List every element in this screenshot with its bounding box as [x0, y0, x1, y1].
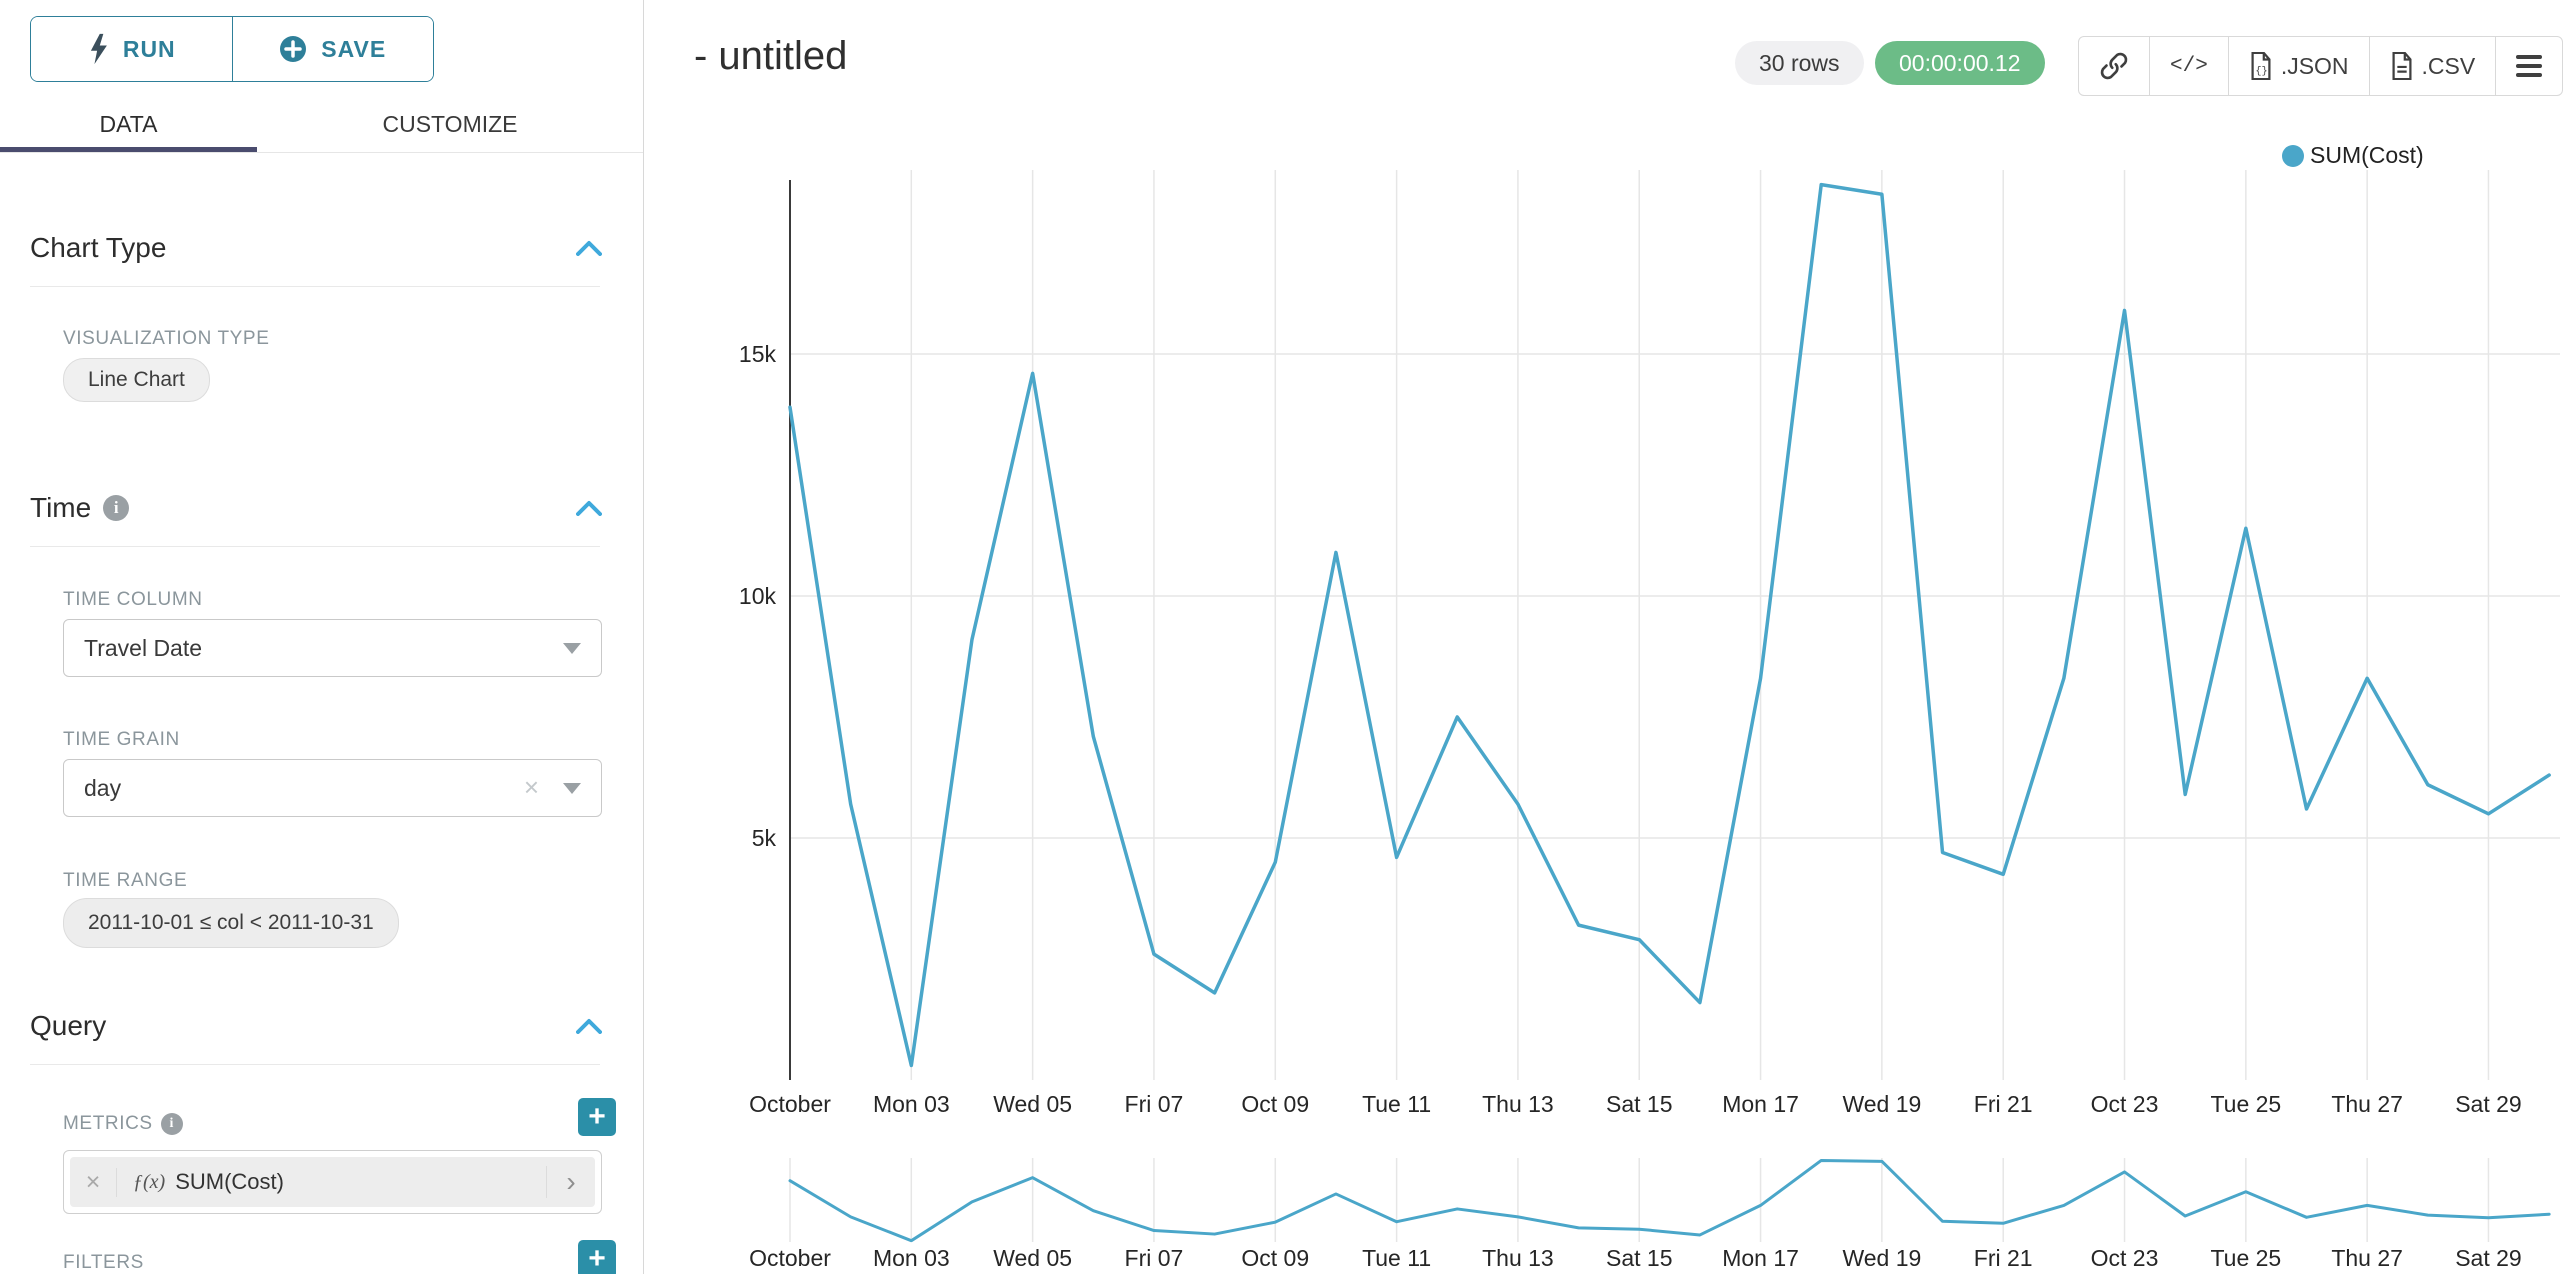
row-count-badge: 30 rows — [1735, 41, 1864, 85]
query-timer-badge: 00:00:00.12 — [1875, 41, 2045, 85]
svg-text:Wed 19: Wed 19 — [1842, 1091, 1921, 1117]
panel-tabs: DATA CUSTOMIZE — [0, 96, 643, 153]
section-divider — [30, 1064, 600, 1065]
svg-text:Fri 07: Fri 07 — [1125, 1245, 1184, 1271]
share-link-button[interactable] — [2079, 37, 2149, 95]
metric-item[interactable]: × ƒ(x) SUM(Cost) › — [70, 1157, 595, 1207]
metric-field: × ƒ(x) SUM(Cost) › — [63, 1150, 602, 1214]
viz-type-value-pill[interactable]: Line Chart — [63, 358, 210, 402]
add-filter-button[interactable]: + — [578, 1240, 616, 1274]
control-panel-sidebar: RUN SAVE DATA CUSTOMIZE Chart Type VISUA… — [0, 0, 644, 1274]
svg-text:October: October — [749, 1091, 831, 1117]
svg-text:Sat 15: Sat 15 — [1606, 1091, 1673, 1117]
chart-legend[interactable]: SUM(Cost) — [2282, 142, 2424, 169]
section-divider — [30, 546, 600, 547]
info-icon: i — [160, 1113, 183, 1135]
export-json-button[interactable]: {} .JSON — [2227, 37, 2369, 95]
tab-data[interactable]: DATA — [99, 110, 158, 137]
svg-text:Tue 25: Tue 25 — [2210, 1245, 2281, 1271]
svg-text:Oct 09: Oct 09 — [1241, 1091, 1309, 1117]
view-query-button[interactable]: </> — [2149, 37, 2228, 95]
svg-text:Fri 21: Fri 21 — [1974, 1091, 2033, 1117]
svg-text:Mon 03: Mon 03 — [873, 1245, 950, 1271]
svg-text:Tue 25: Tue 25 — [2210, 1091, 2281, 1117]
time-grain-select[interactable]: day × — [63, 759, 602, 817]
svg-text:Oct 23: Oct 23 — [2091, 1245, 2159, 1271]
svg-text:October: October — [749, 1245, 831, 1271]
svg-text:Fri 21: Fri 21 — [1974, 1245, 2033, 1271]
run-save-button-group: RUN SAVE — [30, 16, 434, 82]
function-icon: ƒ(x) — [133, 1170, 166, 1193]
svg-text:Sat 29: Sat 29 — [2455, 1245, 2522, 1271]
save-button-label: SAVE — [321, 35, 387, 62]
svg-text:Wed 05: Wed 05 — [993, 1091, 1072, 1117]
add-metric-button[interactable]: + — [578, 1098, 616, 1136]
time-column-label: TIME COLUMN — [63, 589, 203, 610]
chevron-right-icon[interactable]: › — [546, 1166, 595, 1198]
hamburger-icon — [2516, 55, 2543, 77]
save-button[interactable]: SAVE — [231, 17, 433, 81]
tab-customize[interactable]: CUSTOMIZE — [382, 110, 518, 137]
chevron-up-icon[interactable] — [576, 1018, 602, 1034]
chevron-up-icon[interactable] — [576, 240, 602, 256]
svg-text:{}: {} — [2255, 65, 2267, 77]
svg-text:Mon 03: Mon 03 — [873, 1091, 950, 1117]
svg-text:Wed 05: Wed 05 — [993, 1245, 1072, 1271]
svg-text:Sat 29: Sat 29 — [2455, 1091, 2522, 1117]
run-button[interactable]: RUN — [31, 17, 232, 81]
file-json-icon: {} — [2251, 52, 2271, 80]
time-range-label: TIME RANGE — [63, 870, 188, 891]
time-range-value-pill[interactable]: 2011-10-01 ≤ col < 2011-10-31 — [63, 898, 399, 948]
svg-text:Thu 13: Thu 13 — [1482, 1245, 1554, 1271]
caret-down-icon — [563, 643, 581, 654]
svg-text:5k: 5k — [752, 825, 777, 851]
plus-circle-icon — [280, 36, 307, 62]
export-csv-label: .CSV — [2421, 52, 2476, 79]
svg-text:Fri 07: Fri 07 — [1125, 1091, 1184, 1117]
remove-metric-icon[interactable]: × — [70, 1167, 117, 1197]
export-csv-button[interactable]: .CSV — [2368, 37, 2496, 95]
svg-text:Tue 11: Tue 11 — [1362, 1091, 1431, 1117]
svg-text:Thu 27: Thu 27 — [2331, 1091, 2403, 1117]
active-tab-underline — [0, 147, 257, 152]
chevron-up-icon[interactable] — [576, 500, 602, 516]
svg-text:Mon 17: Mon 17 — [1722, 1245, 1799, 1271]
chart-type-section-title: Chart Type — [30, 232, 167, 263]
svg-text:Mon 17: Mon 17 — [1722, 1091, 1799, 1117]
svg-text:Oct 23: Oct 23 — [2091, 1091, 2159, 1117]
metric-value: SUM(Cost) — [175, 1169, 284, 1194]
viz-type-label: VISUALIZATION TYPE — [63, 328, 270, 349]
svg-text:Oct 09: Oct 09 — [1241, 1245, 1309, 1271]
svg-text:Sat 15: Sat 15 — [1606, 1245, 1673, 1271]
file-csv-icon — [2392, 52, 2412, 80]
svg-text:Thu 13: Thu 13 — [1482, 1091, 1554, 1117]
link-icon — [2100, 52, 2128, 80]
svg-text:10k: 10k — [739, 583, 777, 609]
code-icon: </> — [2170, 54, 2208, 78]
time-grain-label: TIME GRAIN — [63, 729, 180, 750]
lightning-icon — [90, 33, 107, 65]
legend-dot-icon — [2282, 144, 2304, 167]
svg-text:Wed 19: Wed 19 — [1842, 1245, 1921, 1271]
clear-icon[interactable]: × — [523, 772, 539, 802]
svg-text:Tue 11: Tue 11 — [1362, 1245, 1431, 1271]
time-section-title: Time i — [30, 492, 130, 524]
legend-label: SUM(Cost) — [2310, 142, 2424, 168]
metrics-label-row: METRICS i — [63, 1113, 183, 1135]
export-toolbar: </> {} .JSON .CSV — [2078, 36, 2564, 96]
chart-title[interactable]: - untitled — [694, 34, 848, 78]
filters-label: FILTERS — [63, 1252, 144, 1273]
info-icon: i — [103, 495, 130, 521]
svg-text:15k: 15k — [739, 341, 777, 367]
caret-down-icon — [563, 783, 581, 794]
section-divider — [30, 286, 600, 287]
run-button-label: RUN — [122, 35, 176, 62]
export-json-label: .JSON — [2280, 52, 2349, 79]
query-section-title: Query — [30, 1010, 107, 1041]
svg-text:Thu 27: Thu 27 — [2331, 1245, 2403, 1271]
time-column-select[interactable]: Travel Date — [63, 619, 602, 677]
chart-menu-button[interactable] — [2495, 37, 2562, 95]
